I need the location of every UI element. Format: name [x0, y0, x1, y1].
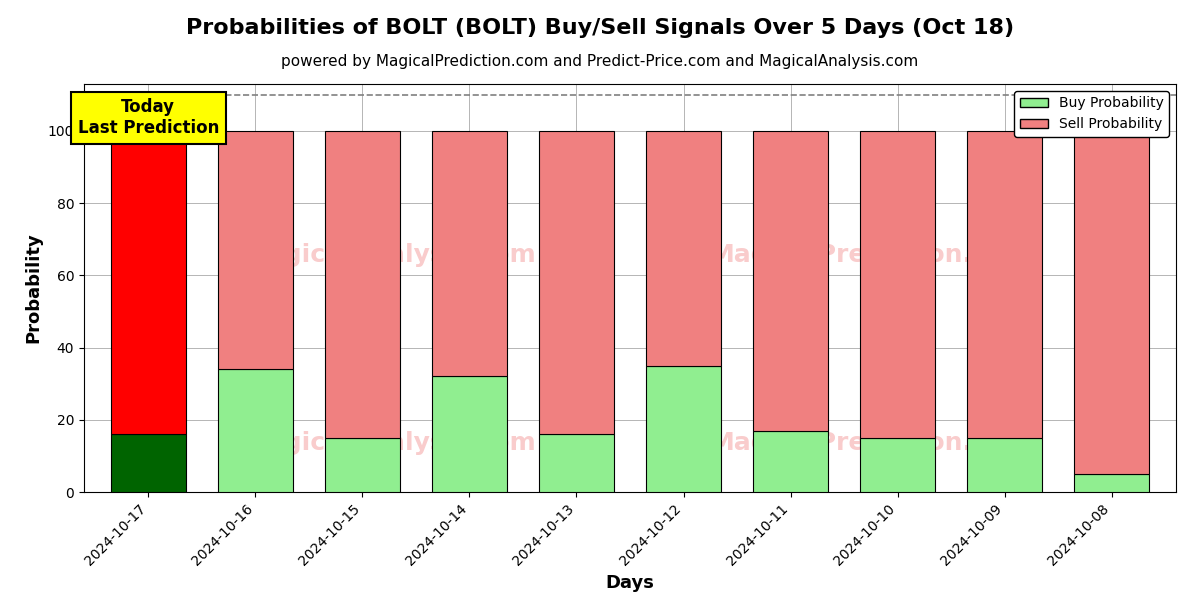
Bar [754, 431, 828, 492]
Text: MagicalAnalysis.com: MagicalAnalysis.com [242, 431, 536, 455]
Y-axis label: Probability: Probability [24, 233, 42, 343]
Bar [110, 434, 186, 492]
Bar [218, 131, 293, 369]
Bar [325, 131, 400, 438]
Bar [432, 131, 506, 376]
Bar [754, 131, 828, 431]
Bar [860, 438, 935, 492]
Legend: Buy Probability, Sell Probability: Buy Probability, Sell Probability [1014, 91, 1169, 137]
Bar [539, 131, 614, 434]
Bar [325, 438, 400, 492]
Bar [1074, 474, 1150, 492]
Text: MagicalPrediction.com: MagicalPrediction.com [709, 431, 1031, 455]
Bar [860, 131, 935, 438]
Bar [646, 131, 721, 365]
Bar [539, 434, 614, 492]
X-axis label: Days: Days [606, 574, 654, 592]
Bar [967, 131, 1042, 438]
Text: powered by MagicalPrediction.com and Predict-Price.com and MagicalAnalysis.com: powered by MagicalPrediction.com and Pre… [281, 54, 919, 69]
Text: Probabilities of BOLT (BOLT) Buy/Sell Signals Over 5 Days (Oct 18): Probabilities of BOLT (BOLT) Buy/Sell Si… [186, 18, 1014, 38]
Text: Today
Last Prediction: Today Last Prediction [78, 98, 218, 137]
Bar [646, 365, 721, 492]
Bar [1074, 131, 1150, 474]
Bar [110, 131, 186, 434]
Text: MagicalAnalysis.com: MagicalAnalysis.com [242, 244, 536, 268]
Bar [218, 369, 293, 492]
Bar [967, 438, 1042, 492]
Bar [432, 376, 506, 492]
Text: MagicalPrediction.com: MagicalPrediction.com [709, 244, 1031, 268]
